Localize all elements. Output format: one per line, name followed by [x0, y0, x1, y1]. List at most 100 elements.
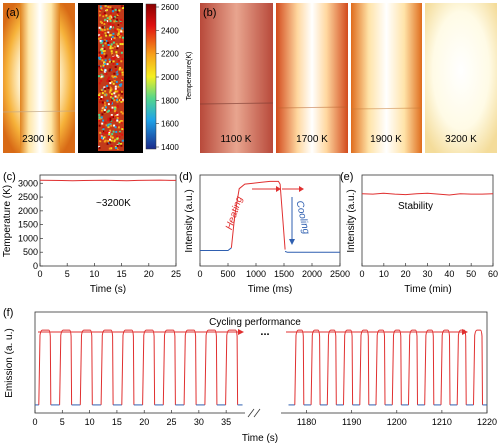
thermal-map-speck: [116, 113, 119, 116]
chart-c-annotation: ~3200K: [96, 198, 131, 209]
thermal-map-speck: [118, 99, 121, 102]
thermal-map-speck: [121, 120, 124, 122]
thermal-map-speck: [111, 102, 113, 105]
chart-f-xlabel: Time (s): [242, 433, 278, 444]
colorbar-tick-label: 2600: [161, 3, 179, 12]
chart-d-arrowhead-top-1: [276, 186, 281, 192]
x-tick-label: 10: [89, 269, 99, 279]
thermal-map-speck: [106, 131, 109, 134]
thermal-map-speck: [107, 119, 110, 122]
thermal-map-speck: [104, 87, 107, 90]
thermal-map-speck: [107, 140, 110, 142]
thermal-map-speck: [99, 71, 102, 74]
thermal-map-speck: [100, 68, 103, 71]
thermal-map-speck: [100, 15, 103, 18]
thermal-map-speck: [106, 38, 109, 41]
thermal-map-speck: [116, 90, 119, 93]
thermal-map-speck: [118, 84, 121, 86]
thermal-map-speck: [110, 34, 113, 36]
thermal-map-speck: [119, 66, 122, 69]
thermal-map-speck: [99, 131, 102, 134]
thermal-map-speck: [105, 73, 108, 75]
thermal-map-speck: [110, 64, 113, 67]
thermal-map-speck: [111, 54, 114, 56]
thermal-map-speck: [98, 119, 101, 122]
thermal-map-speck: [101, 31, 104, 34]
thermal-map-speck: [121, 27, 124, 30]
thermal-map-speck: [115, 51, 118, 54]
colorbar-tick-label: 1800: [161, 96, 179, 105]
thermal-map-speck: [113, 16, 116, 18]
thermal-map-speck: [109, 20, 112, 22]
thermal-map-speck: [102, 5, 104, 8]
thermal-map-speck: [98, 75, 100, 78]
thermal-map-speck: [116, 18, 119, 21]
thermal-map-speck: [106, 110, 109, 113]
chart-e-frame: [361, 174, 494, 267]
thermal-map-speck: [98, 96, 101, 99]
thermal-map-speck: [116, 107, 119, 110]
chart-f-pulse: [38, 329, 52, 405]
thermal-map-speck: [116, 99, 118, 102]
x-tick-label: 2000: [302, 269, 322, 279]
thermal-map-speck: [115, 147, 118, 149]
y-tick-label: 1500: [18, 220, 38, 230]
thermal-map-speck: [117, 13, 120, 16]
thermal-map-speck: [115, 70, 118, 73]
chart-d: (d) 0 500 1000 1500 2000 2500 Heating Cooling…: [179, 171, 350, 295]
thermal-map-speck: [121, 138, 124, 141]
thermal-map-speck: [111, 136, 114, 139]
thermal-map-speck: [111, 97, 114, 100]
chart-f-pulse: [294, 329, 305, 405]
thermal-map-speck: [101, 59, 104, 62]
thermal-map-speck: [115, 130, 118, 133]
thermal-map-speck: [104, 115, 107, 118]
thermal-map-speck: [114, 117, 117, 120]
thermal-map-speck: [121, 133, 124, 136]
thermal-map-speck: [113, 130, 116, 133]
thermal-map-speck: [121, 16, 124, 19]
thermal-map-speck: [107, 41, 109, 44]
thermal-map-speck: [120, 9, 123, 12]
thermal-map-speck: [109, 129, 112, 132]
thermal-map-speck: [101, 51, 104, 54]
chart-d-line: [284, 250, 340, 253]
chart-f-ylabel: Emission (a. u.): [4, 328, 15, 397]
chart-f-pulse: [59, 329, 73, 405]
thermal-map-speck: [116, 119, 119, 122]
chart-d-heating-label: Heating: [224, 195, 245, 232]
x-tick-label: 25: [171, 269, 181, 279]
x-tick-label: 60: [488, 269, 498, 279]
chart-f-pulse: [121, 329, 135, 405]
thermal-map-speck: [114, 106, 116, 109]
thermal-map-speck: [114, 95, 117, 98]
chart-f-pulse: [183, 329, 197, 405]
thermal-map-speck: [114, 29, 117, 32]
thermal-map-speck: [106, 63, 109, 66]
thermal-map-speck: [120, 99, 123, 102]
thermal-map-speck: [116, 125, 118, 128]
photo-b3: [351, 3, 422, 153]
thermal-map-speck: [118, 130, 121, 133]
thermal-map-speck: [104, 131, 107, 134]
thermal-map-speck: [110, 50, 113, 53]
photo-b1: [200, 3, 273, 153]
thermal-map-speck: [110, 85, 113, 88]
thermal-map-speck: [113, 79, 116, 82]
panel-f-label: (f): [3, 307, 13, 319]
y-tick-label: 1000: [18, 233, 38, 243]
thermal-map-speck: [101, 122, 104, 125]
thermal-map-speck: [115, 19, 118, 22]
thermal-map-speck: [104, 20, 107, 23]
thermal-map-speck: [117, 147, 120, 150]
x-tick-label: 5: [65, 269, 70, 279]
thermal-map-speck: [102, 119, 105, 122]
chart-d-ticks: 0 500 1000 1500 2000 2500: [197, 263, 350, 279]
thermal-map-speck: [101, 113, 104, 116]
x-tick-label: 2500: [330, 269, 350, 279]
thermal-map-speck: [114, 56, 117, 59]
thermal-map-speck: [104, 32, 107, 35]
x-tick-label: 1180: [297, 417, 316, 427]
thermal-map-speck: [109, 38, 111, 41]
thermal-map-speck: [109, 141, 112, 144]
